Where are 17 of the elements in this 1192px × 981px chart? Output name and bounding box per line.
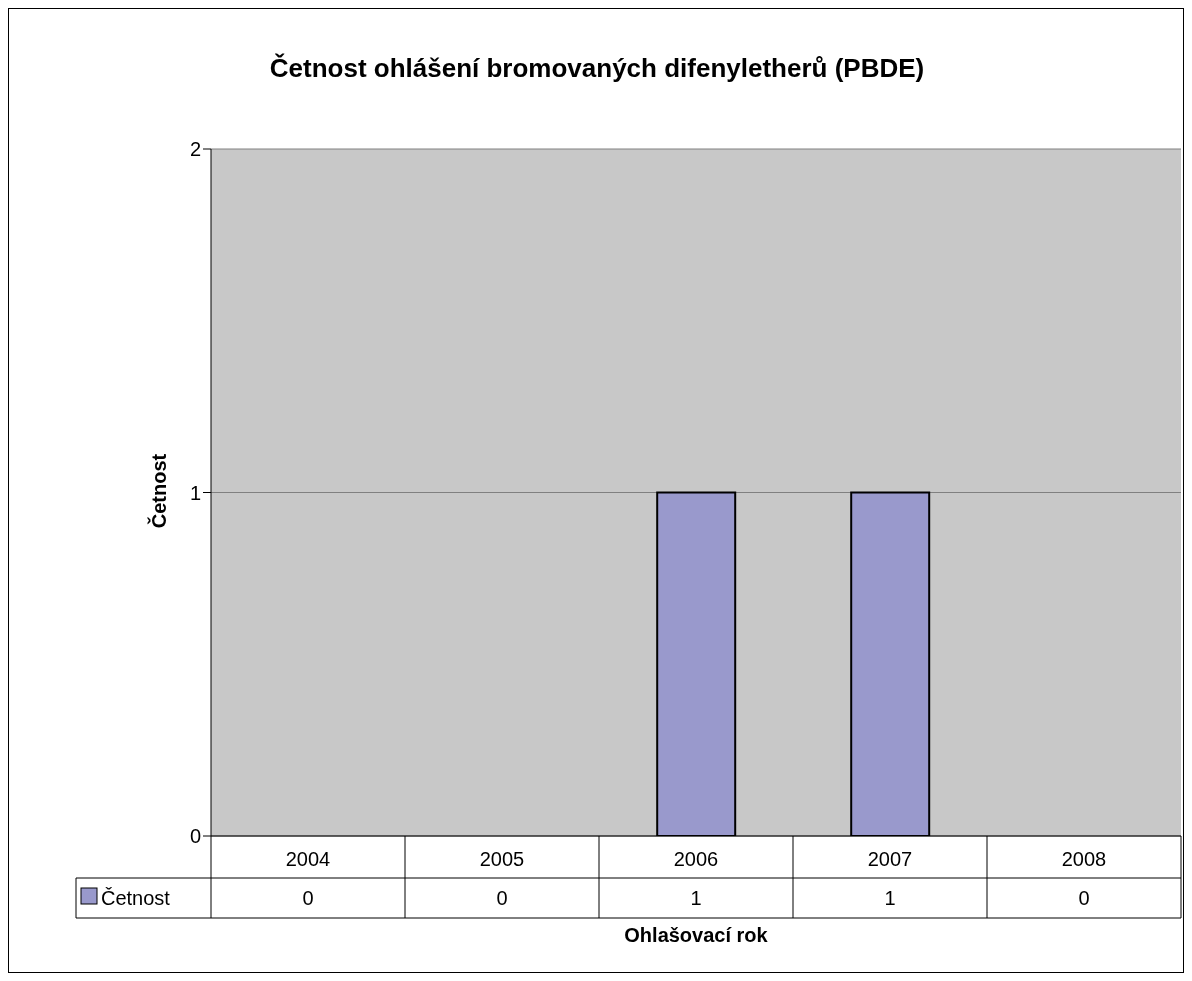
x-tick-label: 2007 — [867, 848, 913, 870]
data-label: 0 — [496, 887, 508, 909]
chart-title: Četnost ohlášení bromovaných difenyletherů (PBDE) — [268, 53, 926, 84]
x-tick-label: 2005 — [479, 848, 525, 870]
data-label: 1 — [884, 887, 896, 909]
x-tick-label: 2008 — [1061, 848, 1107, 870]
data-label: 0 — [302, 887, 314, 909]
y-tick-label: 2 — [189, 138, 201, 161]
x-axis-title: Ohlašovací rok — [623, 923, 769, 947]
y-axis-title: Četnost — [147, 453, 171, 529]
data-label: 1 — [690, 887, 702, 909]
legend-label: Četnost — [101, 887, 171, 909]
y-tick-label: 0 — [189, 825, 201, 848]
x-tick-label: 2004 — [285, 848, 331, 870]
y-tick-label: 1 — [189, 481, 201, 504]
x-tick-label: 2006 — [673, 848, 719, 870]
data-label: 0 — [1078, 887, 1090, 909]
